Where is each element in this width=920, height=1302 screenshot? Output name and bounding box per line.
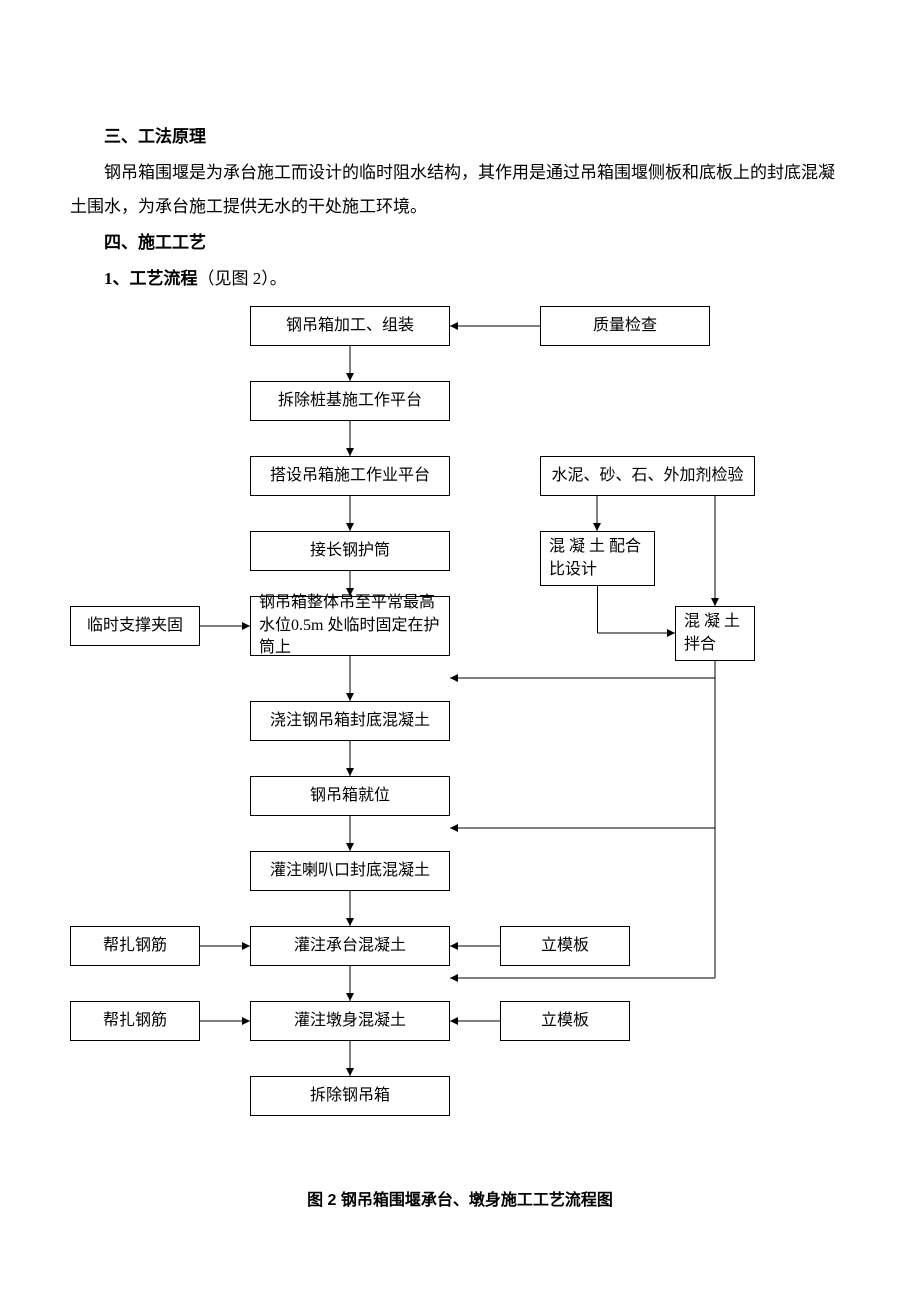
subheading-1-tail: （见图 2）。 bbox=[198, 269, 287, 288]
subheading-1: 1、工艺流程 bbox=[104, 269, 198, 288]
flow-node-n1: 钢吊箱加工、组装 bbox=[250, 306, 450, 346]
flow-node-n5: 钢吊箱整体吊至平常最高水位0.5m 处临时固定在护筒上 bbox=[250, 596, 450, 656]
flow-node-n10: 灌注墩身混凝土 bbox=[250, 1001, 450, 1041]
flow-node-t1: 立模板 bbox=[500, 926, 630, 966]
flow-node-m2: 混 凝 土 配合比设计 bbox=[540, 531, 655, 586]
flow-node-n4: 接长钢护筒 bbox=[250, 531, 450, 571]
flow-node-n11: 拆除钢吊箱 bbox=[250, 1076, 450, 1116]
flow-node-s3: 帮扎钢筋 bbox=[70, 1001, 200, 1041]
figure-caption: 图 2 钢吊箱围堰承台、墩身施工工艺流程图 bbox=[307, 1192, 613, 1209]
flow-node-n2: 拆除桩基施工作平台 bbox=[250, 381, 450, 421]
flow-node-n3: 搭设吊箱施工作业平台 bbox=[250, 456, 450, 496]
flowchart: 钢吊箱加工、组装 质量检查拆除桩基施工作平台搭设吊箱施工作业平台 水泥、砂、石、外加… bbox=[70, 306, 850, 1136]
flow-node-n9: 灌注承台混凝土 bbox=[250, 926, 450, 966]
paragraph-1: 钢吊箱围堰是为承台施工而设计的临时阻水结构，其作用是通过吊箱围堰侧板和底板上的封… bbox=[70, 156, 850, 224]
flow-node-q1: 质量检查 bbox=[540, 306, 710, 346]
flow-node-s1: 临时支撑夹固 bbox=[70, 606, 200, 646]
flow-node-m3: 混 凝 土拌合 bbox=[675, 606, 755, 661]
flow-node-t2: 立模板 bbox=[500, 1001, 630, 1041]
flow-node-n6: 浇注钢吊箱封底混凝土 bbox=[250, 701, 450, 741]
heading-3: 三、工法原理 bbox=[104, 127, 206, 146]
flow-node-n7: 钢吊箱就位 bbox=[250, 776, 450, 816]
heading-4: 四、施工工艺 bbox=[104, 233, 206, 252]
flow-node-s2: 帮扎钢筋 bbox=[70, 926, 200, 966]
flow-node-n8: 灌注喇叭口封底混凝土 bbox=[250, 851, 450, 891]
flow-node-m1: 水泥、砂、石、外加剂检验 bbox=[540, 456, 755, 496]
